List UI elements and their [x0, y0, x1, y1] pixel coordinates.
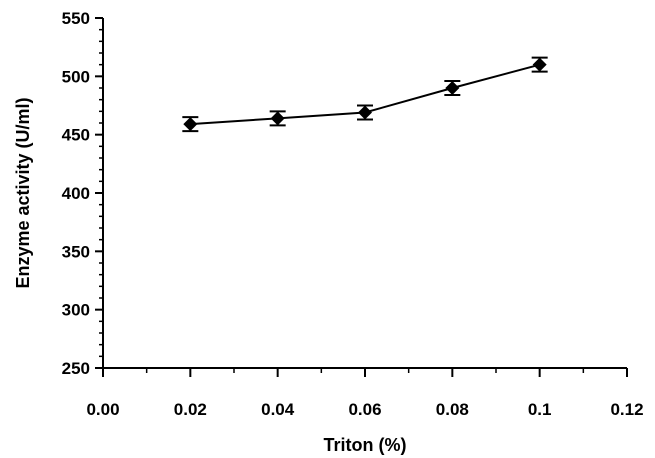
y-tick-label: 400	[62, 184, 90, 203]
data-point	[445, 81, 460, 95]
x-tick-label: 0.12	[610, 400, 643, 419]
y-tick-label: 300	[62, 301, 90, 320]
x-tick-label: 0.08	[436, 400, 469, 419]
axes	[102, 18, 627, 369]
x-tick-label: 0.00	[86, 400, 119, 419]
y-axis-title: Enzyme activity (U/ml)	[13, 97, 33, 288]
x-tick-label: 0.06	[348, 400, 381, 419]
x-ticks: 0.00 0.02 0.04 0.06 0.08 0.1 0.12	[86, 368, 644, 419]
x-tick-label: 0.1	[528, 400, 552, 419]
y-tick-label: 550	[62, 9, 90, 28]
data-point	[532, 57, 547, 72]
y-tick-label: 350	[62, 242, 90, 261]
y-ticks: 250 300 350 400 450 500 550	[62, 9, 103, 378]
data-point	[183, 117, 198, 132]
x-tick-label: 0.04	[261, 400, 295, 419]
data-point	[270, 111, 285, 126]
x-tick-label: 0.02	[174, 400, 207, 419]
series	[182, 56, 548, 133]
x-axis-title: Triton (%)	[324, 435, 407, 455]
y-tick-label: 500	[62, 67, 90, 86]
data-point	[358, 105, 372, 120]
y-tick-label: 450	[62, 126, 90, 145]
y-tick-label: 250	[62, 359, 90, 378]
